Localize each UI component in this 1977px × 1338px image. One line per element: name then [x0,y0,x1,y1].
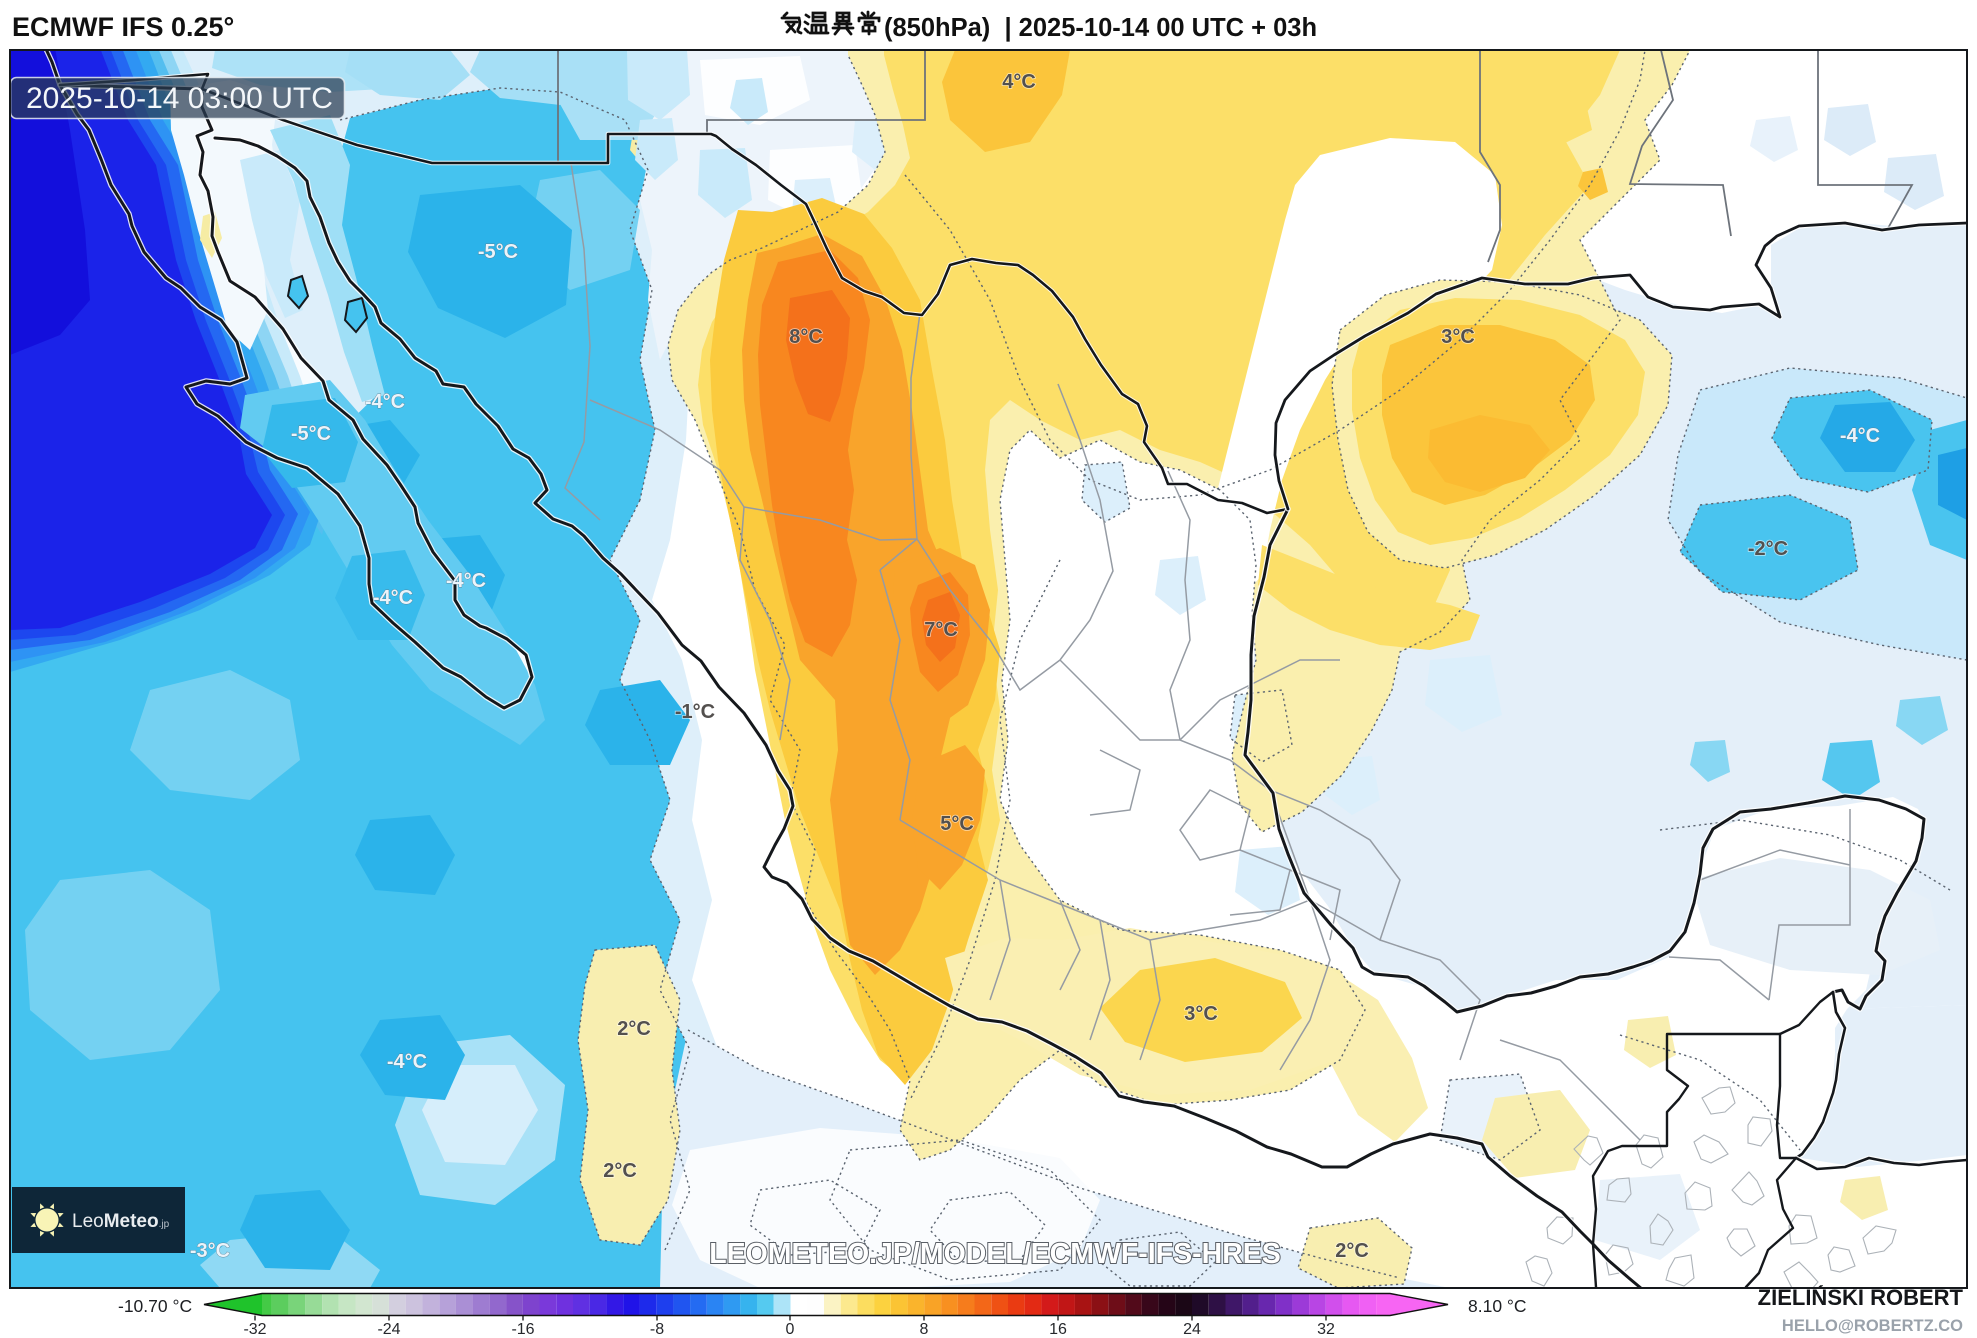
svg-text:LEOMETEO.JP/MODEL/ECMWF-IFS-HR: LEOMETEO.JP/MODEL/ECMWF-IFS-HRES [709,1238,1281,1270]
svg-text:2025-10-14 03:00 UTC: 2025-10-14 03:00 UTC [26,82,333,115]
svg-text:HELLO@ROBERTZ.CO: HELLO@ROBERTZ.CO [1782,1317,1963,1335]
svg-text:2°C: 2°C [1335,1240,1369,1262]
svg-text:8°C: 8°C [789,326,823,348]
svg-text:8.10 °C: 8.10 °C [1468,1296,1527,1316]
svg-text:5°C: 5°C [940,813,974,835]
svg-text:24: 24 [1183,1321,1201,1338]
svg-text:4°C: 4°C [1002,71,1036,93]
svg-text:2°C: 2°C [617,1018,651,1040]
svg-text:-8: -8 [650,1321,664,1338]
svg-text:-4°C: -4°C [387,1051,427,1073]
svg-text:(850hPa) | 2025-10-14 00 UTC: (850hPa) | 2025-10-14 00 UTC + 03h [884,14,1317,42]
svg-text:LeoMeteo.jp: LeoMeteo.jp [72,1211,170,1232]
svg-text:-2°C: -2°C [1748,538,1788,560]
svg-text:-4°C: -4°C [446,570,486,592]
svg-text:ZIELIŃSKI ROBERT: ZIELIŃSKI ROBERT [1758,1285,1964,1310]
svg-text:-1°C: -1°C [675,701,715,723]
svg-text:0: 0 [786,1321,795,1338]
svg-text:-32: -32 [243,1321,266,1338]
svg-text:-16: -16 [511,1321,534,1338]
svg-text:-4°C: -4°C [1840,425,1880,447]
svg-text:-5°C: -5°C [478,241,518,263]
svg-text:2°C: 2°C [603,1160,637,1182]
svg-text:8: 8 [920,1321,929,1338]
svg-text:-5°C: -5°C [291,423,331,445]
svg-text:-4°C: -4°C [373,587,413,609]
svg-text:3°C: 3°C [1184,1003,1218,1025]
svg-text:16: 16 [1049,1321,1067,1338]
svg-text:ECMWF IFS 0.25°: ECMWF IFS 0.25° [12,12,234,42]
svg-text:-10.70 °C: -10.70 °C [118,1296,192,1316]
svg-text:7°C: 7°C [924,619,958,641]
svg-text:3°C: 3°C [1441,326,1475,348]
svg-text:-4°C: -4°C [365,391,405,413]
svg-text:32: 32 [1317,1321,1335,1338]
svg-text:-24: -24 [377,1321,400,1338]
svg-text:-3°C: -3°C [190,1240,230,1262]
